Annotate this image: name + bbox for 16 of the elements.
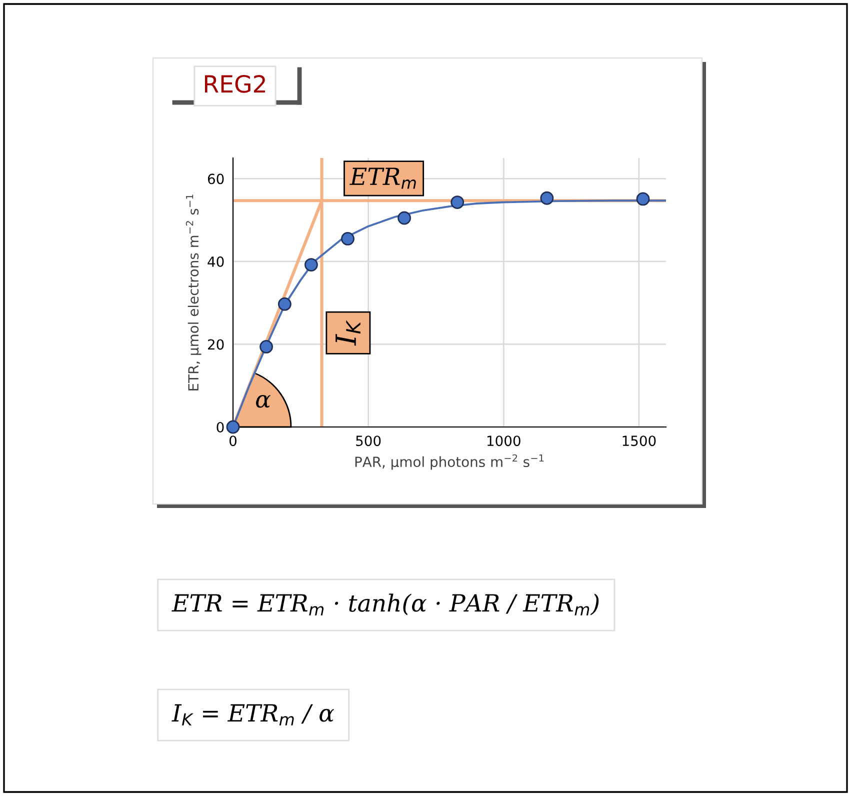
x-tick-label: 1000 (487, 436, 520, 446)
annotation: α (256, 394, 270, 408)
y-axis-title: ETR, µmol electrons m$^{−2}$ s$^{−1}$ (186, 194, 202, 390)
x-tick-label: 500 (356, 436, 381, 446)
chart-title: REG2 (204, 74, 265, 93)
y-tick-label: 20 (208, 339, 224, 350)
ref-line-label: I$_{K}$ (336, 320, 360, 346)
text: I$_{K}$ = ETR$_{m}$ / α (172, 704, 334, 726)
y-tick-label: 0 (216, 422, 224, 432)
x-tick-label: 1500 (622, 436, 656, 446)
text: ETR = ETR$_{m}$ · tanh(α · PAR / ETR$_{m}$) (172, 594, 599, 616)
y-tick-label: 40 (208, 256, 224, 267)
x-axis-title: PAR, µmol photons m$^{−2}$ s$^{−1}$ (355, 454, 544, 470)
y-tick-label: 60 (208, 174, 224, 184)
ref-line-label: ETR$_{m}$ (350, 168, 416, 189)
x-tick-label: 0 (229, 436, 236, 446)
